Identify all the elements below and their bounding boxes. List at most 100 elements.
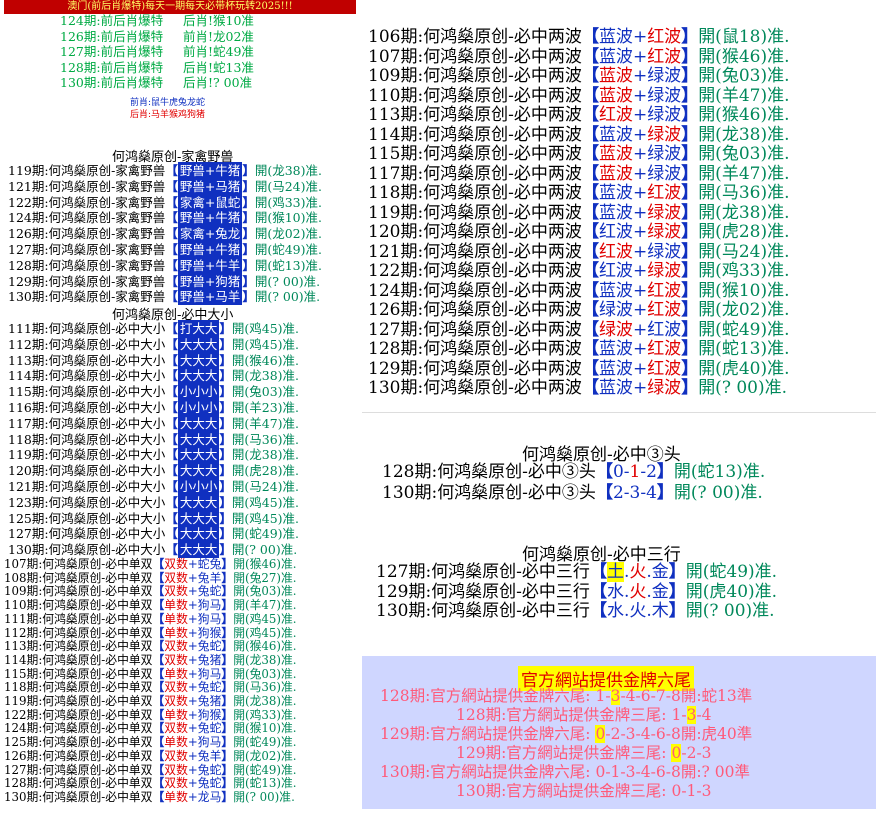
wave-row: 121期:何鸿燊原创-必中两波【红波+绿波】開(马24)准. [368,241,790,263]
bracket: 】 [242,194,255,210]
size-title: 何鸿燊原创-必中大小 [112,308,234,323]
beast-row: 127期:何鸿燊原创-家禽野兽【 野兽+牛猪 】開(蛇49)准. [8,241,322,258]
result: 開(? 00)准. [685,601,775,621]
period: 114期: [8,368,49,384]
plus: + [632,183,648,203]
period: 118期: [8,431,49,447]
result: 開(蛇49)准. [698,319,790,340]
wave-2: 红波 [647,339,682,359]
bracket: 【 [581,124,599,145]
bracket: 【 [581,46,599,67]
row-name: 何鸿燊原创-必中大小 [48,415,166,431]
result: 開(龙38)准. [231,368,299,384]
bracket: 【 [165,479,178,494]
bracket: 】 [221,680,234,695]
bracket: 【 [152,598,165,613]
bracket: 【 [165,321,178,336]
period: 110期: [368,85,424,106]
size-row: 115期:何鸿燊原创-必中大小【 小小小 】開(兔03)准. [8,383,299,401]
pick-a: 双数 [164,721,188,736]
bracket: 【 [152,639,165,654]
plus: + [632,124,648,145]
wave-2: 绿波 [647,378,682,398]
period: 118期: [368,183,424,203]
result: 開(鸡33)准. [698,261,790,281]
period: 124期: [4,721,43,736]
oddeven-row: 118期:何鸿燊原创-必中单双【双数+兔蛇】開(马36)准. [4,680,297,694]
plus: + [632,105,648,125]
spacer [163,75,183,90]
bracket: 【 [152,762,165,777]
period: 119期: [368,202,424,223]
row-name: 何鸿燊原创-必中两波 [423,280,582,301]
bracket: 】 [219,463,232,479]
wave-2: 红波 [647,183,682,203]
row-name: 何鸿燊原创-必中单双 [42,625,153,640]
period: 130期: [382,483,438,503]
result: 開(鸡45)准. [233,611,297,626]
bracket: 【 [152,557,165,571]
wave-2: 绿波 [647,241,682,262]
dot: . [623,601,630,621]
gold-row: 130期:官方網站提供金牌三尾: 0-1-3 [456,782,712,801]
bracket: 【 [152,707,165,722]
top-row: 127期:前后肖爆特 前肖!蛇49准 [60,44,254,60]
gold-text: 130期:官方網站提供金牌六尾: 0-1-3-4-6-8開:? 00準 [380,763,750,781]
period: 126期: [368,300,424,320]
period: 114期: [368,124,424,145]
row-name: 何鸿燊原创-必中两波 [423,27,582,47]
bracket: 【 [165,542,178,558]
size-row: 116期:何鸿燊原创-必中大小【 小小小 】開(羊23)准. [8,399,299,416]
gold-row: 128期:官方網站提供金牌三尾: 1-3-4 [456,706,712,725]
row-name: 何鸿燊原创-必中两波 [423,144,582,164]
size-row: 113期:何鸿燊原创-必中大小【 大大大 】開(猴46)准. [8,351,299,369]
result: 開(龙02)准. [698,300,790,320]
row-name: 何鸿燊原创-必中③头 [437,462,596,482]
row-name: 何鸿燊原创-必中单双 [42,735,153,750]
wave-row: 122期:何鸿燊原创-必中两波【红波+绿波】開(鸡33)准. [368,261,790,282]
wave-row: 113期:何鸿燊原创-必中两波【红波+绿波】開(猴46)准. [368,105,790,126]
gold-text: 129期:官方網站提供金牌六尾: [380,725,596,743]
pick-a: 单数 [164,625,188,640]
gold-text: 129期:官方網站提供金牌三尾: [456,744,672,762]
period: 130期: [4,789,43,804]
period: 127期: [60,44,101,59]
result: 開(蛇49)准. [685,562,778,582]
period: 123期: [8,494,49,510]
row-name: 何鸿燊原创-必中两波 [423,202,582,223]
row-name: 何鸿燊原创-必中单双 [42,639,153,654]
bracket: 【 [165,273,178,289]
bracket: 】 [681,105,699,125]
elements-row: 127期:何鸿燊原创-必中三行【土.火.金】開(蛇49)准. [376,562,778,583]
pick-a: 单数 [164,735,188,750]
element: 土 [606,562,624,582]
row-name: 何鸿燊原创-必中大小 [48,447,166,463]
wave-row: 115期:何鸿燊原创-必中两波【蓝波+绿波】開(兔03)准. [368,144,790,165]
period: 112期: [8,336,49,352]
bracket: 【 [165,242,178,257]
spacer [163,29,183,44]
bracket: 【 [589,581,607,602]
plus: + [632,358,648,379]
wave-1: 蓝波 [598,183,633,203]
period: 126期: [4,748,43,763]
digit: 3 [629,483,641,503]
period: 119期: [8,163,49,178]
pick-b: +蛇兔 [187,557,222,571]
pick-a: 双数 [164,639,188,654]
period: 130期: [368,378,424,398]
plus: + [632,85,648,106]
period: 106期: [368,27,424,47]
bracket: 】 [221,584,234,599]
bracket: 【 [165,336,178,352]
plus: + [632,202,648,223]
result: 開(龙02)准. [254,226,322,242]
plus: + [632,27,648,47]
result: 開(鸡45)准. [231,321,299,336]
bracket: 【 [581,183,599,203]
period: 122期: [8,194,49,210]
wave-1: 蓝波 [598,124,633,145]
oddeven-row: 110期:何鸿燊原创-必中单双【单数+狗马】開(羊47)准. [4,598,297,612]
row-name: 何鸿燊原创-必中大小 [48,431,166,447]
bracket: 【 [581,144,599,164]
